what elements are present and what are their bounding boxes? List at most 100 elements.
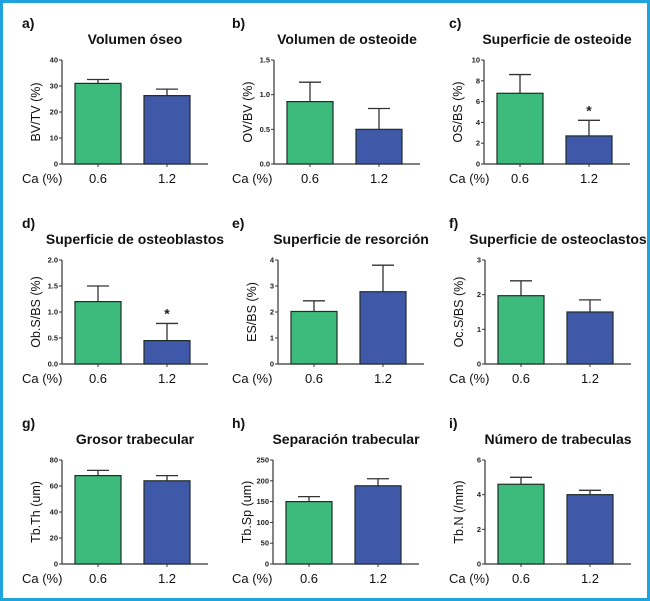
panel-letter: c) <box>449 15 461 31</box>
x-tick-label: 1.2 <box>370 171 388 186</box>
y-tick-label: 8 <box>476 76 480 85</box>
y-tick-label: 40 <box>50 508 58 517</box>
bar-0.6 <box>285 500 333 565</box>
y-tick-label: 4 <box>270 256 275 265</box>
bar-1.2 <box>143 480 191 565</box>
y-tick-label: 4 <box>477 490 482 499</box>
y-axis-label: BV/TV (%) <box>29 82 43 141</box>
y-tick-label: 0 <box>477 360 481 369</box>
panel-letter: d) <box>22 215 35 231</box>
y-tick-label: 1 <box>477 325 481 334</box>
chart-svg: f) Superficie de osteoclastos 0 1 2 3 Oc.S/BS … <box>449 215 647 386</box>
y-tick-label: 30 <box>50 82 58 91</box>
bar-0.6 <box>74 474 122 565</box>
y-tick-label: 0 <box>476 160 480 169</box>
y-tick-label: 1.0 <box>48 308 58 317</box>
y-tick-label: 20 <box>50 534 58 543</box>
chart-panel-g: g) Grosor trabecular 0 20 40 60 80 Tb.Th (um) 0.… <box>6 406 221 601</box>
y-tick-label: 80 <box>50 456 58 465</box>
bar-0.6 <box>496 92 544 165</box>
y-tick-label: 0 <box>477 560 481 569</box>
bar-1.2 <box>566 494 614 565</box>
y-tick-label: 2 <box>270 308 274 317</box>
y-tick-label: 4 <box>476 118 481 127</box>
chart-title: Volumen de osteoide <box>277 31 417 47</box>
y-tick-label: 1.5 <box>48 282 58 291</box>
x-axis-label: Ca (%) <box>232 171 272 186</box>
x-tick-label: 0.6 <box>89 371 107 386</box>
x-axis-label: Ca (%) <box>22 171 62 186</box>
x-tick-label: 0.6 <box>300 571 318 586</box>
chart-title: Superficie de osteoide <box>482 31 632 47</box>
chart-panel-c: c) Superficie de osteoide 0 2 4 6 8 10 OS/BS (%)… <box>433 6 648 201</box>
y-axis-label: Tb.Sp (um) <box>240 481 254 544</box>
chart-title: Separación trabecular <box>272 431 420 447</box>
chart-panel-f: f) Superficie de osteoclastos 0 1 2 3 Oc.S/BS … <box>433 206 648 401</box>
bar-0.6 <box>74 300 122 365</box>
bar-1.2 <box>143 340 191 365</box>
chart-svg: e) Superficie de resorción 0 1 2 3 4 ES/BS (%) 0… <box>232 215 429 386</box>
significance-asterisk: * <box>164 305 170 321</box>
chart-title: Número de trabeculas <box>484 431 631 447</box>
chart-title: Volumen óseo <box>88 31 183 47</box>
bar-1.2 <box>566 311 614 365</box>
y-tick-label: 250 <box>256 456 269 465</box>
y-axis-label: ES/BS (%) <box>245 282 259 342</box>
y-tick-label: 0.0 <box>48 360 58 369</box>
bar-0.6 <box>497 483 545 565</box>
x-tick-label: 0.6 <box>511 171 529 186</box>
panel-letter: i) <box>449 415 458 431</box>
x-tick-label: 0.6 <box>89 571 107 586</box>
bar-1.2 <box>565 135 613 165</box>
x-axis-label: Ca (%) <box>22 371 62 386</box>
y-axis-label: Ob.S/BS (%) <box>29 276 43 348</box>
y-tick-label: 1.5 <box>260 56 270 65</box>
chart-svg: a) Volumen óseo 0 10 20 30 40 BV/TV (%) 0.6 1.2 Ca… <box>22 15 208 186</box>
bar-1.2 <box>354 485 402 565</box>
chart-panel-a: a) Volumen óseo 0 10 20 30 40 BV/TV (%) 0.6 1.2 Ca… <box>6 6 221 201</box>
panel-letter: g) <box>22 415 35 431</box>
chart-title: Superficie de resorción <box>273 231 429 247</box>
y-tick-label: 0 <box>54 160 58 169</box>
y-axis-label: Tb.Th (um) <box>29 481 43 543</box>
chart-panel-e: e) Superficie de resorción 0 1 2 3 4 ES/BS (%) 0… <box>216 206 431 401</box>
x-axis-label: Ca (%) <box>232 571 272 586</box>
panel-letter: f) <box>449 215 458 231</box>
bar-1.2 <box>359 291 407 365</box>
bar-0.6 <box>74 82 122 165</box>
y-tick-label: 150 <box>256 497 269 506</box>
x-tick-label: 1.2 <box>581 571 599 586</box>
panel-letter: h) <box>232 415 245 431</box>
chart-svg: i) Número de trabeculas 0 2 4 6 Tb.N (/mm) 0.6 1… <box>449 415 632 586</box>
chart-svg: c) Superficie de osteoide 0 2 4 6 8 10 OS/BS (%)… <box>449 15 632 186</box>
panel-letter: b) <box>232 15 245 31</box>
chart-svg: b) Volumen de osteoide 0.0 0.5 1.0 1.5 OV/BV (… <box>232 15 420 186</box>
x-axis-label: Ca (%) <box>449 171 489 186</box>
x-tick-label: 1.2 <box>581 371 599 386</box>
y-tick-label: 100 <box>256 518 269 527</box>
chart-panel-b: b) Volumen de osteoide 0.0 0.5 1.0 1.5 OV/BV (… <box>216 6 431 201</box>
y-tick-label: 0 <box>265 560 269 569</box>
y-tick-label: 0 <box>54 560 58 569</box>
y-tick-label: 20 <box>50 108 58 117</box>
x-tick-label: 1.2 <box>580 171 598 186</box>
chart-panel-h: h) Separación trabecular 0 50 100 150 200 250 Tb… <box>216 406 431 601</box>
y-tick-label: 2 <box>477 290 481 299</box>
chart-svg: g) Grosor trabecular 0 20 40 60 80 Tb.Th (um) 0.… <box>22 415 208 586</box>
y-tick-label: 0.5 <box>260 125 270 134</box>
y-axis-label: Tb.N (/mm) <box>452 480 466 543</box>
x-axis-label: Ca (%) <box>449 371 489 386</box>
x-tick-label: 0.6 <box>301 171 319 186</box>
y-tick-label: 10 <box>472 56 480 65</box>
x-tick-label: 0.6 <box>305 371 323 386</box>
panel-letter: e) <box>232 215 244 231</box>
x-tick-label: 1.2 <box>374 371 392 386</box>
y-tick-label: 2 <box>477 525 481 534</box>
chart-title: Superficie de osteoblastos <box>46 231 224 247</box>
bar-1.2 <box>355 128 403 165</box>
chart-svg: h) Separación trabecular 0 50 100 150 200 250 Tb… <box>232 415 420 586</box>
x-axis-label: Ca (%) <box>232 371 272 386</box>
x-tick-label: 1.2 <box>158 571 176 586</box>
significance-asterisk: * <box>586 102 592 118</box>
